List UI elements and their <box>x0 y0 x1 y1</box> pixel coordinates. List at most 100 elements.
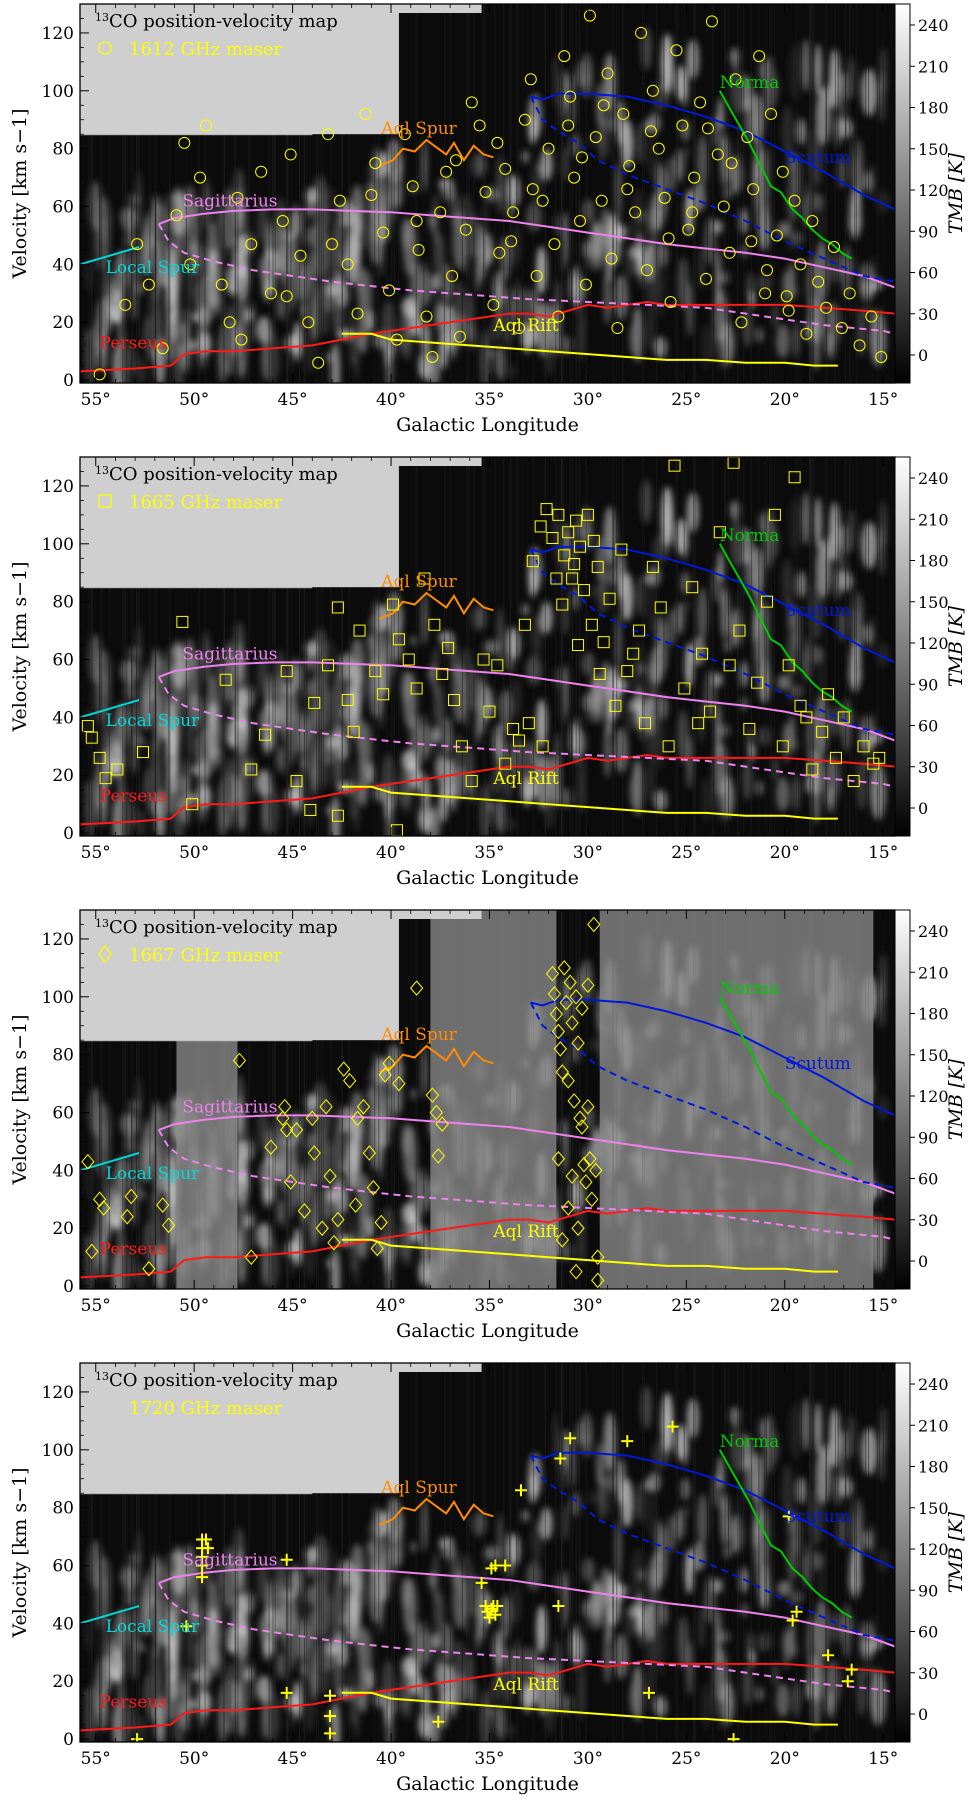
maser-1667-marker <box>289 1122 304 1138</box>
maser-1612-marker <box>780 290 793 303</box>
emission-clump <box>717 1456 724 1489</box>
emission-clump <box>540 1507 553 1540</box>
scan-stripe <box>237 910 239 1289</box>
emission-clump <box>855 1667 868 1716</box>
maser-1665-marker <box>587 534 600 547</box>
y2-tick-label: 150 <box>918 1499 949 1518</box>
scan-stripe <box>675 4 677 383</box>
maser-1612-marker <box>119 298 132 311</box>
scan-stripe <box>882 4 884 383</box>
scan-stripe <box>108 4 110 383</box>
maser-1667-marker <box>557 960 571 976</box>
arm-sagittarius <box>158 1567 895 1648</box>
y2-tick-label: 0 <box>918 799 928 818</box>
arm-label: Perseus <box>100 786 167 806</box>
y-tick-label: 40 <box>52 1614 74 1634</box>
emission-clump <box>849 188 862 240</box>
scan-stripe <box>765 4 767 383</box>
maser-1667-marker <box>429 1104 443 1121</box>
y2-tick-label: 0 <box>918 346 928 365</box>
emission-clump <box>536 1605 547 1654</box>
emission-clump <box>367 270 374 320</box>
scan-stripe <box>149 4 151 383</box>
scan-stripe <box>517 4 519 383</box>
maser-1612-marker <box>199 119 212 132</box>
scan-stripe <box>750 457 752 836</box>
maser-1665-marker <box>331 601 344 614</box>
scan-stripe <box>391 4 393 383</box>
arm-label: Sagittarius <box>182 1551 277 1571</box>
emission-clump <box>350 184 365 235</box>
maser-1612-marker <box>505 235 518 248</box>
maser-1612-marker <box>420 310 433 323</box>
emission-clump <box>606 1467 611 1518</box>
scan-stripe <box>834 4 836 383</box>
scan-stripe <box>286 1363 288 1742</box>
scan-stripe <box>641 1363 643 1742</box>
emission-clump <box>331 219 342 278</box>
legend-marker <box>98 41 112 55</box>
emission-clump <box>613 727 629 774</box>
emission-clump <box>368 1563 384 1624</box>
scan-stripe <box>739 1363 741 1742</box>
maser-1665-marker <box>847 775 860 788</box>
emission-clump <box>775 777 790 812</box>
maser-1612-marker <box>383 284 396 297</box>
scan-stripe <box>737 1363 739 1742</box>
maser-1612-marker <box>812 275 825 288</box>
emission-clump <box>418 1710 432 1739</box>
maser-1665-marker <box>638 717 651 730</box>
x-tick-label: 40° <box>376 843 406 863</box>
emission-clump <box>382 753 395 806</box>
emission-clump <box>332 294 344 336</box>
maser-1665-marker <box>782 659 795 672</box>
emission-clump <box>307 1102 313 1124</box>
y-tick-label: 0 <box>63 1730 74 1750</box>
maser-1720-marker <box>491 1600 504 1613</box>
y-tick-label: 0 <box>63 371 74 391</box>
emission-clump <box>630 1547 646 1610</box>
scan-stripe <box>415 910 417 1289</box>
scan-stripe <box>482 1363 484 1742</box>
maser-1667-marker <box>551 1151 566 1167</box>
arm-scutum <box>530 1451 895 1570</box>
maser-1612-marker <box>322 128 335 141</box>
scan-stripe <box>643 1363 645 1742</box>
scan-stripe <box>138 4 140 383</box>
maser-1720-marker <box>552 1600 565 1613</box>
scan-stripe <box>316 1363 318 1742</box>
emission-clump <box>491 272 503 304</box>
emission-clump <box>489 1678 504 1702</box>
maser-1612-marker <box>434 206 447 219</box>
emission-clump <box>226 1546 232 1571</box>
maser-1667-marker <box>374 1214 388 1231</box>
scan-stripe <box>169 457 171 836</box>
scan-stripe <box>235 4 237 383</box>
maser-1612-marker <box>676 119 689 132</box>
emission-clump <box>189 1558 205 1575</box>
arm-label: Perseus <box>100 1239 167 1259</box>
maser-1612-marker <box>865 310 878 323</box>
arm-sagittarius <box>158 661 895 742</box>
emission-clump <box>185 1613 197 1657</box>
emission-clump <box>453 1639 466 1691</box>
scan-stripe <box>845 457 847 836</box>
emission-clump <box>702 1682 711 1729</box>
emission-clump <box>332 1200 344 1242</box>
scan-stripe <box>248 910 250 1289</box>
emission-clump <box>218 229 226 289</box>
maser-1667-marker <box>545 965 560 982</box>
scan-stripe <box>204 457 206 836</box>
maser-1665-marker <box>280 665 293 678</box>
maser-1665-marker <box>696 647 709 660</box>
emission-clump <box>792 231 804 246</box>
scan-stripe <box>286 457 288 836</box>
maser-1665-marker <box>322 659 335 672</box>
scan-stripe <box>397 1363 399 1742</box>
maser-1667-marker <box>356 1098 371 1115</box>
scan-stripe <box>849 4 851 383</box>
scan-stripe <box>393 457 395 836</box>
maser-1667-marker <box>553 1041 567 1057</box>
emission-clump <box>411 1088 417 1100</box>
